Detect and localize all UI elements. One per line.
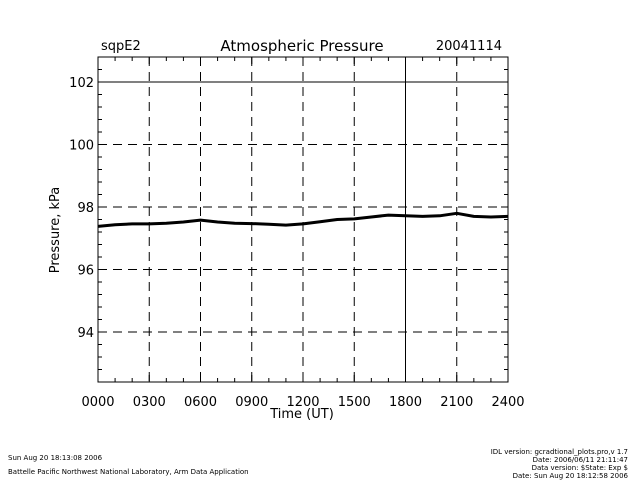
axis-ticks <box>97 56 509 383</box>
x-tick-label: 2100 <box>440 395 473 410</box>
run-date: Sun Aug 20 18:13:08 2006 <box>8 454 103 462</box>
y-tick-label: 96 <box>77 264 94 279</box>
data-date: Date: Sun Aug 20 18:12:58 2006 <box>512 472 628 480</box>
x-axis-label: Time (UT) <box>269 407 334 422</box>
date-label: 20041114 <box>436 39 502 54</box>
x-tick-label: 0900 <box>235 395 268 410</box>
y-tick-label: 94 <box>77 326 94 341</box>
x-tick-label: 0300 <box>133 395 166 410</box>
data-version: Data version: $State: Exp $ <box>531 464 628 472</box>
y-tick-label: 98 <box>77 201 94 216</box>
idl-date: Date: 2006/06/11 21:11:47 <box>532 456 628 464</box>
lab-credit: Battelle Pacific Northwest National Labo… <box>8 468 249 476</box>
x-tick-label: 0600 <box>184 395 217 410</box>
x-tick-label: 0000 <box>81 395 114 410</box>
x-tick-label: 1500 <box>338 395 371 410</box>
y-axis-label: Pressure, kPa <box>48 187 63 274</box>
x-tick-label: 1800 <box>389 395 422 410</box>
idl-version: IDL version: gcradtional_plots.pro,v 1.7 <box>490 448 628 456</box>
x-tick-labels: 0000 0300 0600 0900 1200 1500 1800 2100 2400 <box>81 395 524 410</box>
site-label: sqpE2 <box>101 39 141 54</box>
y-tick-label: 102 <box>69 76 94 91</box>
version-info: IDL version: gcradtional_plots.pro,v 1.7… <box>491 448 628 480</box>
pressure-series-line <box>97 211 509 228</box>
y-tick-label: 100 <box>69 139 94 154</box>
x-tick-label: 1200 <box>286 395 319 410</box>
chart-title: Atmospheric Pressure <box>220 37 383 55</box>
y-tick-labels: 94 96 98 100 102 <box>69 76 94 341</box>
x-tick-label: 2400 <box>491 395 524 410</box>
grid-lines <box>98 57 508 382</box>
